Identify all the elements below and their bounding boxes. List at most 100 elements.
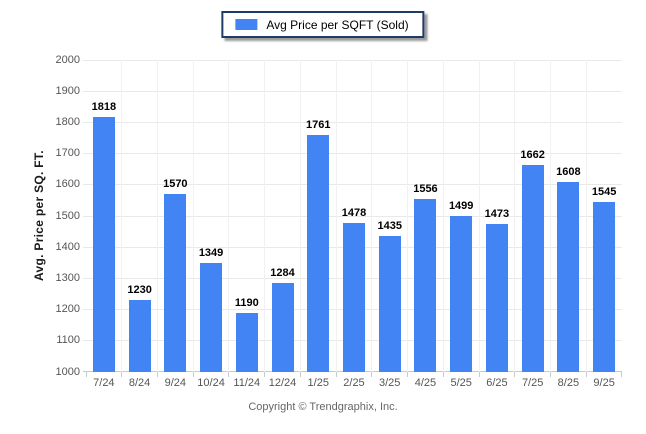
y-tick-label: 1000 [55, 365, 80, 378]
bar-value-label: 1435 [377, 220, 402, 233]
x-axis-tick [335, 372, 337, 377]
gridline-horizontal [83, 153, 622, 155]
bar-9/25 [593, 201, 616, 372]
bar-3/25 [378, 236, 401, 372]
y-tick-label: 1700 [55, 147, 80, 160]
bar-12/24 [271, 283, 294, 372]
bar-value-label: 1570 [163, 178, 188, 191]
bar-value-label: 1284 [270, 267, 295, 280]
gridline-vertical [442, 60, 444, 372]
gridline-horizontal [83, 215, 622, 217]
x-axis-tick [299, 372, 301, 377]
x-tick-label: 5/25 [450, 377, 472, 389]
y-tick-label: 1600 [55, 178, 80, 191]
copyright-text: Copyright © Trendgraphix, Inc. [248, 401, 398, 413]
x-tick-label: 12/24 [268, 377, 297, 389]
gridline-vertical [121, 60, 123, 372]
x-tick-label: 9/24 [164, 377, 187, 389]
x-tick-label: 7/25 [521, 377, 544, 389]
y-tick-label: 2000 [55, 53, 80, 66]
y-tick-label: 1400 [55, 240, 80, 253]
gridline-horizontal [83, 121, 622, 123]
x-tick-label: 6/25 [486, 377, 508, 389]
bar-6/25 [485, 224, 508, 372]
x-tick-label: 1/25 [307, 377, 329, 389]
y-tick-label: 1100 [56, 334, 80, 347]
bar-value-label: 1478 [341, 206, 367, 219]
bar-value-label: 1818 [91, 100, 117, 113]
gridline-vertical [514, 60, 516, 372]
bar-11/24 [235, 312, 258, 372]
y-tick-label: 1200 [55, 303, 80, 316]
y-axis-tick-labels: 1000 1100 1200 1300 1400 1500 1600 1700 1800 1900… [44, 54, 80, 377]
bar-1/25 [307, 134, 330, 372]
gridline-horizontal [83, 59, 622, 61]
bar-7/25 [521, 165, 544, 372]
bar-4/25 [414, 198, 437, 372]
bar-8/25 [557, 182, 580, 372]
y-tick-label: 1900 [55, 84, 80, 97]
x-axis-tick [585, 372, 587, 377]
gridline-vertical [550, 60, 552, 372]
x-tick-label: 10/24 [197, 377, 225, 389]
x-axis-tick [86, 372, 87, 377]
legend-label: Avg Price per SQFT (Sold) [266, 17, 409, 32]
gridline-vertical [299, 60, 301, 372]
x-axis-tick [550, 372, 552, 377]
x-axis-tick [371, 372, 373, 377]
x-axis-tick-labels: 7/24 8/24 9/24 10/24 11/24 12/24 1/25 2/25 3/25 4… [86, 377, 622, 391]
gridline-vertical [585, 60, 587, 372]
bar-value-label: 1545 [591, 185, 617, 198]
bar-8/24 [128, 300, 151, 372]
x-axis-tick [407, 372, 409, 377]
bar-value-label: 1556 [413, 182, 438, 195]
bar-7/24 [92, 116, 115, 372]
gridline-vertical [371, 60, 373, 372]
x-axis-tick [192, 372, 194, 377]
x-axis-tick [264, 372, 266, 377]
y-tick-label: 1800 [55, 115, 80, 128]
gridline-vertical [407, 60, 409, 372]
legend-swatch-icon [235, 19, 258, 30]
bar-9/24 [164, 194, 187, 372]
gridline-vertical [264, 60, 266, 372]
bar-value-label: 1473 [484, 208, 510, 221]
x-tick-label: 3/25 [379, 377, 401, 389]
bar-value-label: 1349 [198, 247, 224, 260]
x-axis-tick [621, 372, 622, 377]
x-axis-tick [156, 372, 158, 377]
legend: Avg Price per SQFT (Sold) [221, 11, 425, 38]
x-tick-label: 7/24 [93, 377, 115, 389]
bar-value-label: 1608 [556, 166, 581, 179]
bar-2/25 [343, 222, 365, 372]
gridline-vertical [192, 60, 194, 372]
x-tick-label: 9/25 [593, 377, 615, 389]
x-axis-tick [121, 372, 123, 377]
bar-value-label: 1761 [306, 118, 331, 131]
x-tick-label: 8/25 [557, 377, 580, 389]
x-tick-label: 8/24 [128, 377, 151, 389]
bar-value-label: 1230 [127, 284, 152, 297]
bar-value-label: 1662 [520, 149, 545, 162]
x-tick-label: 4/25 [414, 377, 437, 389]
gridline-horizontal [83, 90, 622, 92]
x-axis-tick [442, 372, 444, 377]
gridline-vertical [478, 60, 480, 372]
x-tick-label: 2/25 [343, 377, 365, 389]
x-axis-tick [514, 372, 516, 377]
bar-value-label: 1190 [234, 296, 259, 309]
y-tick-label: 1300 [55, 271, 80, 284]
gridline-horizontal [83, 184, 622, 186]
bar-5/25 [450, 216, 473, 372]
bar-value-label: 1499 [448, 200, 474, 213]
plot-area: 1818 1230 1570 1349 1190 1284 1761 1478 1435 1556… [83, 59, 622, 377]
x-axis-tick [228, 372, 230, 377]
x-tick-label: 11/24 [233, 377, 261, 389]
gridline-vertical [156, 60, 158, 372]
gridline-vertical [335, 60, 337, 372]
x-axis-tick [478, 372, 480, 377]
bar-10/24 [200, 263, 223, 372]
gridline-vertical [228, 60, 230, 372]
y-tick-label: 1500 [55, 209, 80, 222]
